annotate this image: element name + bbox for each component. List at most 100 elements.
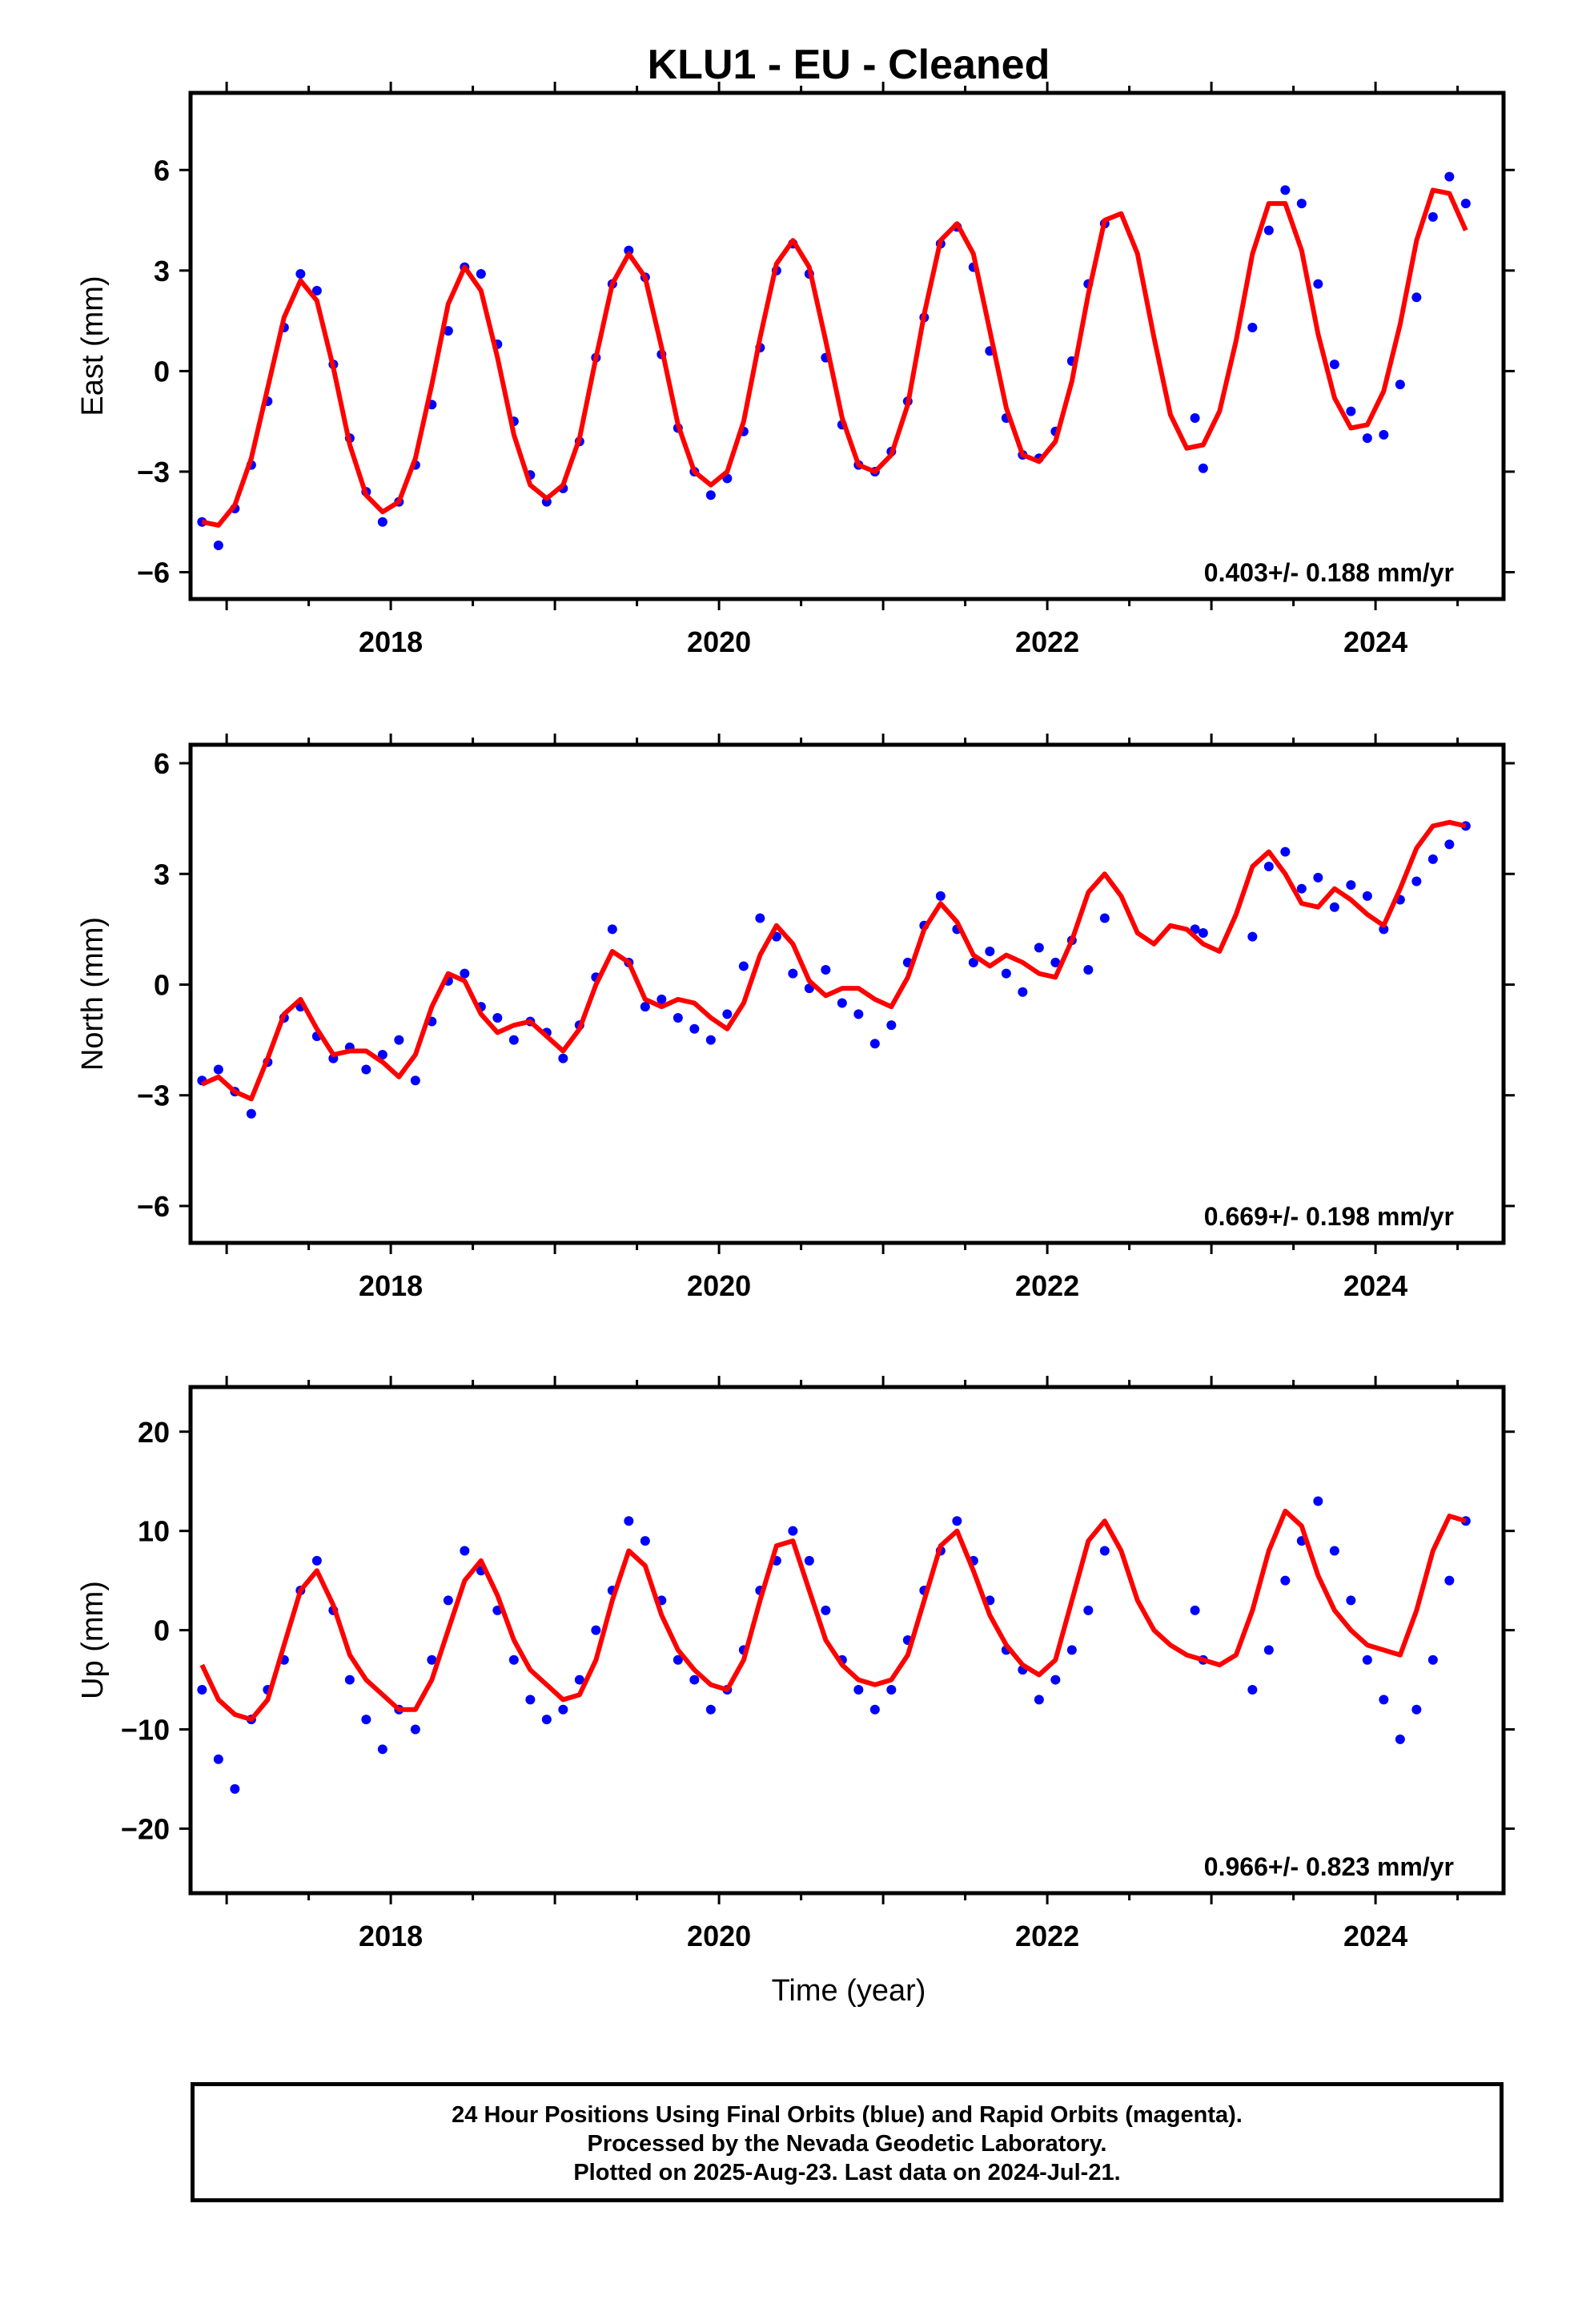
north-ytick-label: 3 xyxy=(154,858,170,891)
east-xtick-label: 2024 xyxy=(1343,625,1407,658)
up-data-point xyxy=(1263,1645,1274,1655)
north-ytick-label: 0 xyxy=(154,968,170,1001)
east-data-point xyxy=(1444,171,1455,182)
up-data-point xyxy=(821,1605,831,1615)
north-xtick-label: 2022 xyxy=(1015,1269,1079,1302)
up-y-axis-label: Up (mm) xyxy=(76,1581,110,1699)
north-data-point xyxy=(1083,965,1094,975)
east-data-point xyxy=(1280,185,1291,195)
up-data-point xyxy=(1362,1655,1372,1665)
north-data-point xyxy=(755,913,765,923)
up-ytick-label: −10 xyxy=(121,1714,170,1747)
north-data-point xyxy=(1444,839,1455,850)
footer-line-1: 24 Hour Positions Using Final Orbits (bl… xyxy=(452,2102,1243,2128)
north-data-point xyxy=(640,1002,650,1012)
north-ytick-label: −3 xyxy=(137,1080,170,1112)
up-data-point xyxy=(427,1655,437,1665)
north-data-point xyxy=(1263,862,1274,872)
east-ytick-label: −3 xyxy=(137,456,170,489)
up-model-line xyxy=(199,1508,1467,1723)
up-xtick-label: 2018 xyxy=(359,1920,423,1952)
up-data-point xyxy=(705,1704,716,1715)
east-ytick-label: 3 xyxy=(154,255,170,287)
east-data-point xyxy=(624,245,634,255)
up-data-point xyxy=(1034,1695,1044,1705)
east-data-point xyxy=(1379,429,1389,440)
east-xtick-label: 2022 xyxy=(1015,625,1079,658)
east-data-point xyxy=(1362,433,1372,444)
up-data-point xyxy=(213,1754,223,1764)
north-data-point xyxy=(1001,968,1011,979)
up-data-point xyxy=(1427,1655,1438,1665)
north-data-point xyxy=(1198,927,1208,938)
up-data-point xyxy=(1050,1675,1061,1685)
north-data-point xyxy=(968,957,978,967)
up-plot-frame xyxy=(188,1385,1506,1896)
up-ytick-label: 10 xyxy=(138,1515,170,1548)
up-data-point xyxy=(558,1704,568,1715)
up-data-point xyxy=(1099,1546,1110,1556)
east-y-axis-label: East (mm) xyxy=(76,275,110,416)
north-data-point xyxy=(361,1064,371,1075)
east-ytick-label: 0 xyxy=(154,355,170,388)
north-data-point xyxy=(213,1064,223,1075)
north-data-point xyxy=(1296,883,1307,894)
north-xtick-label: 2018 xyxy=(359,1269,423,1302)
up-data-point xyxy=(311,1555,322,1566)
north-data-point xyxy=(1099,913,1110,923)
up-data-point xyxy=(1247,1684,1258,1695)
up-xtick-label: 2020 xyxy=(687,1920,751,1952)
north-data-point xyxy=(869,1039,880,1049)
north-data-point xyxy=(377,1050,387,1060)
north-data-point xyxy=(1411,876,1422,887)
north-data-point xyxy=(985,947,995,957)
up-data-point xyxy=(541,1715,552,1725)
north-data-point xyxy=(1346,880,1356,891)
up-data-point xyxy=(443,1595,453,1606)
north-data-point xyxy=(460,968,470,979)
east-data-point xyxy=(1346,406,1356,416)
up-ytick-label: −20 xyxy=(121,1812,170,1845)
east-ytick-label: 6 xyxy=(154,154,170,187)
north-data-point xyxy=(689,1023,700,1034)
east-data-point xyxy=(705,490,716,501)
north-data-point xyxy=(788,968,798,979)
footer-line-2: Processed by the Nevada Geodetic Laborat… xyxy=(587,2131,1107,2157)
up-data-point xyxy=(673,1655,683,1665)
north-data-point xyxy=(558,1053,568,1063)
north-data-point xyxy=(492,1012,503,1023)
chart-title: KLU1 - EU - Cleaned xyxy=(648,42,1050,88)
east-data-point xyxy=(295,269,306,279)
north-rate-label: 0.669+/- 0.198 mm/yr xyxy=(1204,1202,1454,1231)
up-data-point xyxy=(508,1655,519,1665)
up-data-point xyxy=(361,1715,371,1725)
up-data-point xyxy=(869,1704,880,1715)
up-data-point xyxy=(460,1546,470,1556)
east-data-point xyxy=(1313,279,1323,289)
north-ytick-label: −6 xyxy=(137,1190,170,1223)
north-data-point xyxy=(1280,846,1291,857)
north-panel: −6 −3 0 3 6 2018 2020 2022 2024 North (mm) 0.669+/… xyxy=(76,734,1515,1302)
north-xtick-label: 2020 xyxy=(687,1269,751,1302)
up-data-point xyxy=(788,1526,798,1536)
up-data-point xyxy=(1313,1496,1323,1506)
north-data-point xyxy=(853,1009,864,1019)
up-data-point xyxy=(1395,1734,1405,1744)
east-data-point xyxy=(1329,360,1339,370)
up-data-point xyxy=(689,1675,700,1685)
north-model-line xyxy=(201,819,1467,1102)
north-data-point xyxy=(607,924,617,935)
north-plot-frame xyxy=(188,742,1506,1245)
north-data-point xyxy=(656,994,667,1004)
east-plot-frame xyxy=(188,90,1506,601)
east-data-point xyxy=(1411,292,1422,303)
up-points xyxy=(197,1496,1471,1794)
east-data-point xyxy=(476,269,486,279)
north-data-point xyxy=(410,1076,420,1086)
up-data-point xyxy=(1411,1704,1422,1715)
north-data-point xyxy=(673,1012,683,1023)
up-data-point xyxy=(952,1516,962,1526)
east-data-point xyxy=(1427,211,1438,222)
up-data-point xyxy=(1280,1575,1291,1586)
north-data-point xyxy=(508,1035,519,1045)
